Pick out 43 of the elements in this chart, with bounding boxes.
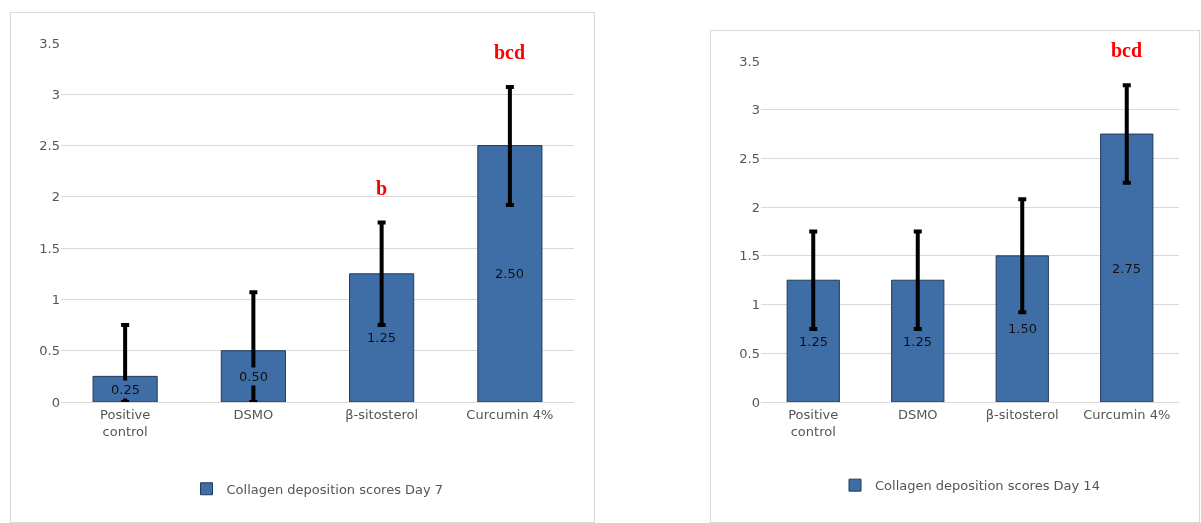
annotation: bcd: [1111, 39, 1143, 61]
y-tick-label: 0.5: [739, 345, 760, 361]
y-tick-label: 3.5: [39, 35, 60, 51]
y-tick-label: 3: [51, 86, 60, 102]
bar: [1100, 133, 1154, 402]
y-tick-label: 1.5: [39, 240, 60, 256]
data-label: 1.50: [1008, 321, 1037, 336]
x-tick-label: Curcumin 4%: [1083, 406, 1171, 422]
y-tick-label: 2.5: [739, 150, 760, 166]
legend-label: Collagen deposition scores Day 7: [226, 481, 444, 497]
y-tick-label: 0: [751, 394, 760, 410]
y-tick-label: 2.5: [39, 138, 60, 154]
legend-label: Collagen deposition scores Day 14: [875, 478, 1100, 494]
data-label: 2.75: [1112, 261, 1141, 276]
y-tick-label: 2: [751, 199, 760, 215]
x-tick-label: Positive control: [100, 406, 151, 439]
y-tick-label: 3.5: [739, 53, 760, 69]
bar: [995, 255, 1049, 402]
annotation: b: [376, 177, 388, 199]
data-label: 1.25: [367, 330, 396, 345]
x-tick-label: Positive control: [788, 406, 839, 439]
bar: [786, 279, 840, 402]
y-tick-label: 1.5: [739, 248, 760, 264]
data-label: 0.25: [111, 382, 140, 397]
data-label: 1.25: [799, 334, 828, 349]
y-tick-label: 0: [51, 394, 60, 410]
y-tick-label: 1: [751, 297, 760, 313]
x-tick-label: DSMO: [897, 406, 938, 422]
y-tick-label: 0.5: [39, 343, 60, 359]
data-label: 2.50: [495, 266, 524, 281]
x-tick-label: β-sitosterol: [345, 406, 419, 422]
data-label: 0.50: [239, 369, 268, 384]
annotation: bcd: [494, 41, 526, 63]
bar: [891, 279, 945, 402]
x-tick-label: DSMO: [233, 406, 274, 422]
x-tick-label: β-sitosterol: [985, 406, 1059, 422]
bar: [349, 273, 415, 402]
y-tick-label: 2: [51, 189, 60, 205]
y-tick-label: 1: [51, 291, 60, 307]
data-label: 1.25: [903, 334, 932, 349]
x-tick-label: Curcumin 4%: [466, 406, 554, 422]
y-tick-label: 3: [751, 102, 760, 118]
bar: [477, 145, 543, 402]
